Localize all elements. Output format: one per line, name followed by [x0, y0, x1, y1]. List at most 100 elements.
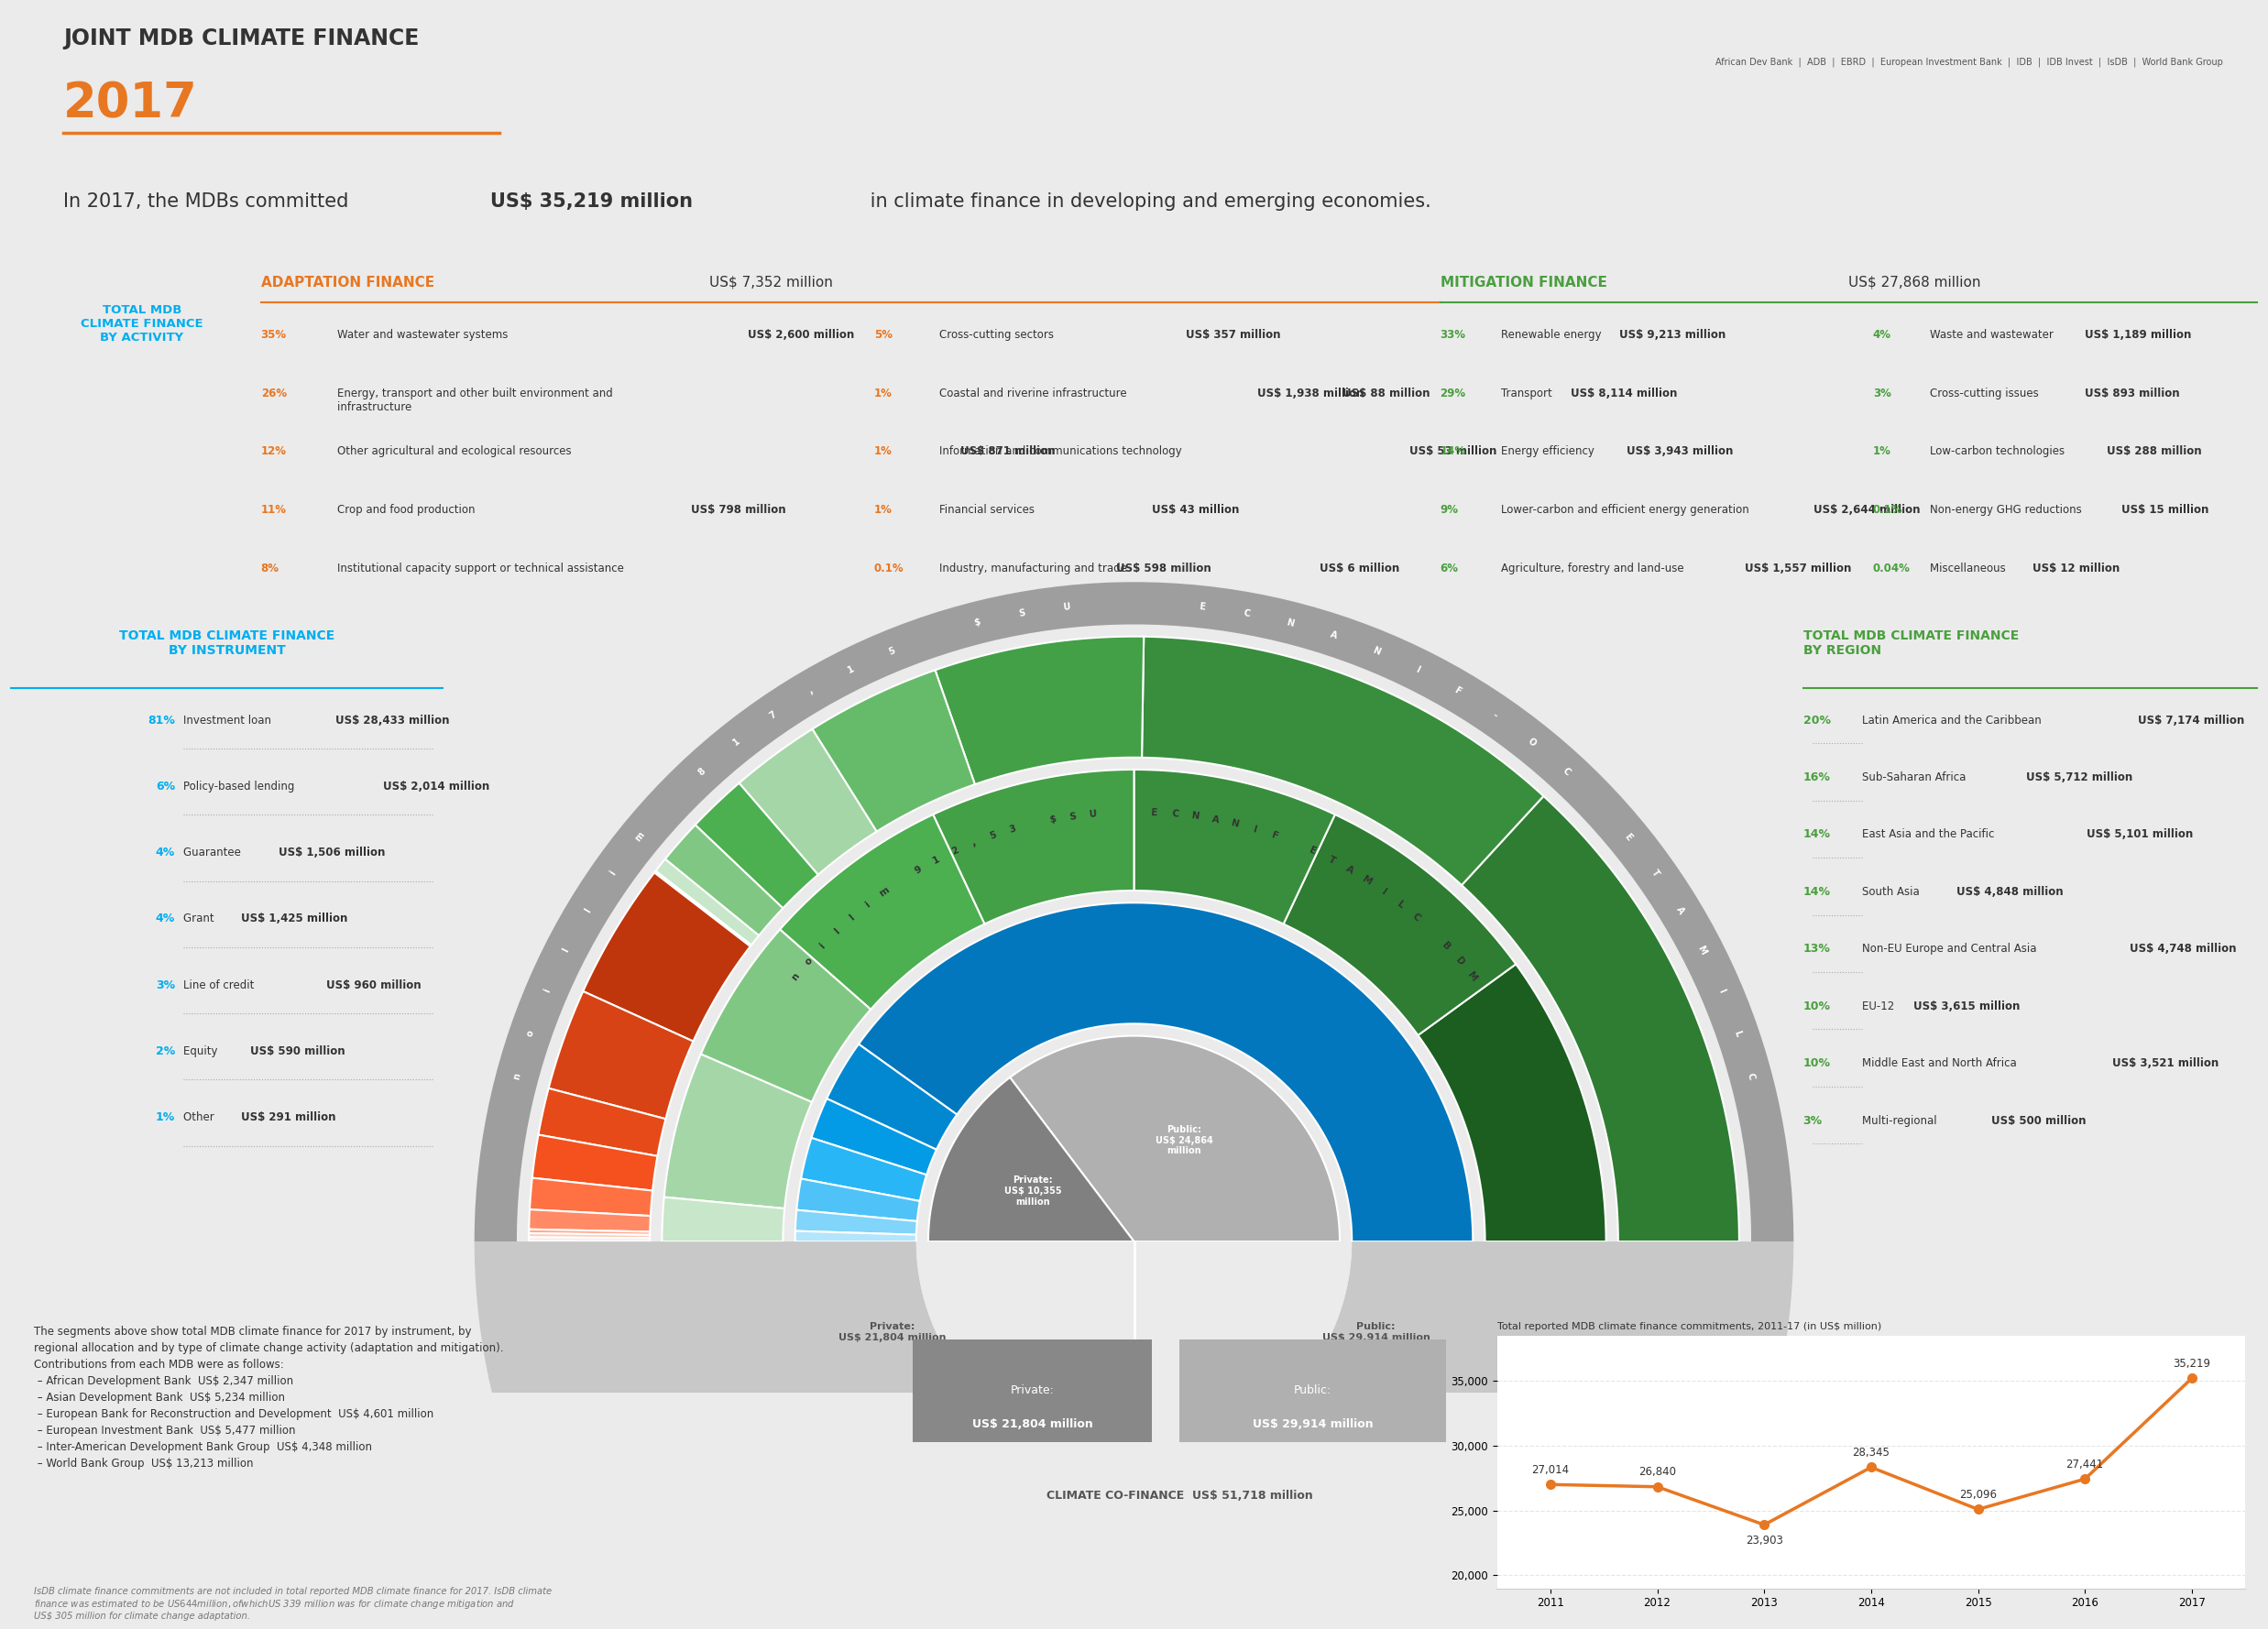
Text: B: B — [1440, 940, 1452, 951]
Text: Energy efficiency: Energy efficiency — [1501, 446, 1599, 458]
FancyBboxPatch shape — [1179, 1339, 1447, 1442]
Text: 1%: 1% — [873, 388, 891, 399]
Text: m: m — [878, 886, 891, 899]
Text: 0.1%: 0.1% — [873, 562, 905, 575]
Text: US$ 29,914 million: US$ 29,914 million — [1252, 1419, 1372, 1430]
Polygon shape — [701, 930, 871, 1103]
Text: US$ 8,114 million: US$ 8,114 million — [1572, 388, 1678, 399]
Text: US$ 7,352 million: US$ 7,352 million — [710, 275, 832, 288]
Text: Coastal and riverine infrastructure: Coastal and riverine infrastructure — [939, 388, 1129, 399]
Text: Non-EU Europe and Central Asia: Non-EU Europe and Central Asia — [1862, 943, 2039, 955]
Text: US$ 1,425 million: US$ 1,425 million — [240, 912, 347, 925]
Text: US$ 893 million: US$ 893 million — [2084, 388, 2180, 399]
Text: Public:
US$ 24,864
million: Public: US$ 24,864 million — [1157, 1126, 1213, 1155]
Polygon shape — [1009, 1036, 1340, 1241]
Text: TOTAL MDB CLIMATE FINANCE
BY REGION: TOTAL MDB CLIMATE FINANCE BY REGION — [1803, 629, 2019, 656]
Polygon shape — [528, 1233, 651, 1238]
Polygon shape — [860, 902, 1472, 1241]
Text: East Asia and the Pacific: East Asia and the Pacific — [1862, 829, 1998, 841]
Polygon shape — [1284, 814, 1515, 1036]
Text: US$ 43 million: US$ 43 million — [1152, 503, 1238, 516]
Text: US$ 2,014 million: US$ 2,014 million — [383, 780, 490, 792]
Text: i: i — [864, 899, 871, 909]
Text: US$ 35,219 million: US$ 35,219 million — [490, 192, 692, 210]
Polygon shape — [1461, 797, 1740, 1241]
Polygon shape — [739, 730, 878, 875]
Text: in climate finance in developing and emerging economies.: in climate finance in developing and eme… — [864, 192, 1431, 210]
Text: 3%: 3% — [1803, 1114, 1823, 1127]
Text: IsDB climate finance commitments are not included in total reported MDB climate : IsDB climate finance commitments are not… — [34, 1587, 551, 1621]
Text: US$ 4,748 million: US$ 4,748 million — [2130, 943, 2236, 955]
Text: Waste and wastewater: Waste and wastewater — [1930, 329, 2057, 340]
Text: I: I — [1717, 987, 1726, 994]
Text: US$ 500 million: US$ 500 million — [1991, 1114, 2087, 1127]
Text: JOINT MDB CLIMATE FINANCE: JOINT MDB CLIMATE FINANCE — [64, 28, 420, 49]
Text: I: I — [1413, 665, 1420, 674]
Text: S: S — [1068, 811, 1077, 821]
Text: N: N — [1191, 811, 1200, 821]
Text: In 2017, the MDBs committed: In 2017, the MDBs committed — [64, 192, 354, 210]
Polygon shape — [474, 582, 1794, 1241]
Text: 3%: 3% — [156, 979, 175, 990]
Text: D: D — [1454, 955, 1465, 968]
Text: 35%: 35% — [261, 329, 286, 340]
Text: 11%: 11% — [261, 503, 286, 516]
Text: Sub-Saharan Africa: Sub-Saharan Africa — [1862, 772, 1969, 784]
Text: l: l — [560, 946, 572, 953]
Text: Low-carbon technologies: Low-carbon technologies — [1930, 446, 2068, 458]
Text: 26,840: 26,840 — [1637, 1466, 1676, 1478]
Polygon shape — [528, 1209, 651, 1232]
Text: Private:: Private: — [1012, 1385, 1055, 1396]
Text: 2%: 2% — [156, 1046, 175, 1057]
Text: 0.04%: 0.04% — [1873, 562, 1910, 575]
Text: US$ 5,101 million: US$ 5,101 million — [2087, 829, 2193, 841]
Polygon shape — [549, 992, 694, 1119]
Text: 28,345: 28,345 — [1853, 1447, 1889, 1458]
Polygon shape — [665, 1054, 812, 1209]
Text: 5: 5 — [887, 645, 896, 656]
Text: ,: , — [807, 686, 814, 696]
Text: 2: 2 — [950, 845, 959, 857]
Polygon shape — [1141, 637, 1545, 885]
Text: US$ 1,938 million: US$ 1,938 million — [1256, 388, 1363, 399]
Text: U: U — [1061, 601, 1070, 613]
Text: US$ 1,189 million: US$ 1,189 million — [2084, 329, 2191, 340]
Text: 1: 1 — [846, 665, 855, 674]
Text: Investment loan: Investment loan — [184, 714, 274, 727]
Text: I: I — [1252, 824, 1259, 834]
Polygon shape — [796, 1232, 916, 1241]
Text: US$ 357 million: US$ 357 million — [1186, 329, 1279, 340]
Text: C: C — [1170, 810, 1179, 819]
Text: L: L — [1733, 1030, 1742, 1038]
Text: Latin America and the Caribbean: Latin America and the Caribbean — [1862, 714, 2046, 727]
Text: US$ 28,433 million: US$ 28,433 million — [336, 714, 449, 727]
Polygon shape — [796, 1179, 921, 1222]
Text: 8: 8 — [696, 766, 708, 777]
Text: Multi-regional: Multi-regional — [1862, 1114, 1939, 1127]
Text: US$ 88 million: US$ 88 million — [1343, 388, 1429, 399]
Text: M: M — [1696, 945, 1708, 956]
Text: 6%: 6% — [156, 780, 175, 792]
Text: 5%: 5% — [873, 329, 891, 340]
Polygon shape — [934, 637, 1143, 785]
Text: C: C — [1243, 608, 1250, 619]
Text: 1: 1 — [932, 855, 941, 865]
Text: Non-energy GHG reductions: Non-energy GHG reductions — [1930, 503, 2084, 516]
Polygon shape — [662, 1197, 785, 1241]
Text: EU-12: EU-12 — [1862, 1000, 1898, 1012]
Text: T: T — [1649, 868, 1660, 878]
Text: o: o — [526, 1030, 535, 1038]
Text: Grant: Grant — [184, 912, 218, 925]
Text: Energy, transport and other built environment and
infrastructure: Energy, transport and other built enviro… — [338, 388, 612, 412]
Text: 20%: 20% — [1803, 714, 1830, 727]
Text: US$ 871 million: US$ 871 million — [959, 446, 1055, 458]
Text: 81%: 81% — [147, 714, 175, 727]
Text: I: I — [1379, 888, 1388, 898]
Text: l: l — [848, 912, 855, 922]
Text: 33%: 33% — [1440, 329, 1465, 340]
Text: African Dev Bank  |  ADB  |  EBRD  |  European Investment Bank  |  IDB  |  IDB I: African Dev Bank | ADB | EBRD | European… — [1715, 57, 2223, 67]
Text: US$ 960 million: US$ 960 million — [327, 979, 422, 990]
Text: L: L — [1395, 899, 1406, 911]
Text: o: o — [803, 956, 814, 966]
Text: 3: 3 — [1007, 824, 1016, 834]
